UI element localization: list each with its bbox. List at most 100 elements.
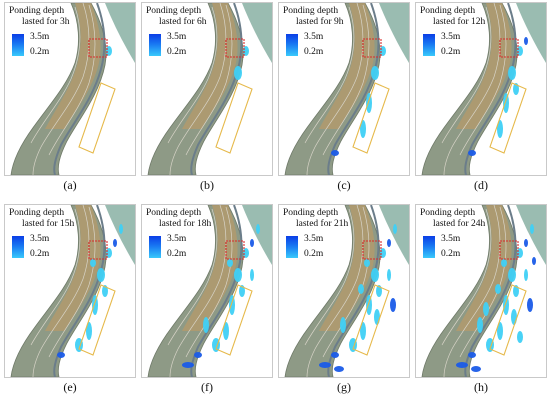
ponding-patch-7 — [194, 352, 202, 358]
legend-duration: lasted for 12h — [433, 17, 486, 27]
highlight-box-yellow — [489, 284, 527, 356]
ponding-patch-2 — [371, 66, 379, 80]
highlight-box-yellow — [215, 284, 253, 356]
ponding-patch-8 — [393, 224, 397, 234]
legend-max-value: 3.5m — [304, 32, 324, 42]
river-channel — [464, 205, 517, 377]
vegetation-area — [379, 3, 409, 63]
map-panel-e: Ponding depth lasted for 15h 3.5m 0.2m (… — [0, 202, 136, 402]
road-line-2 — [441, 6, 492, 144]
road-line-3 — [48, 4, 96, 156]
highlight-box-red — [499, 38, 519, 58]
ponding-patch-12 — [387, 269, 391, 281]
legend-color-bar — [12, 34, 24, 56]
built-up-area — [319, 205, 375, 331]
built-up-area — [456, 3, 512, 129]
map-view — [415, 2, 547, 176]
ponding-patch-3 — [92, 295, 98, 315]
legend-title: Ponding depth — [146, 6, 202, 16]
road-line-3 — [459, 206, 507, 358]
highlight-box-red — [499, 240, 519, 260]
ponding-patch-3 — [366, 295, 372, 315]
ponding-patch-16 — [527, 298, 533, 312]
ponding-patch-13 — [182, 362, 194, 368]
ponding-patch-15 — [358, 284, 364, 294]
highlight-box-yellow — [215, 82, 253, 154]
legend-max-value: 3.5m — [30, 234, 50, 244]
legend-max-value: 3.5m — [167, 32, 187, 42]
ponding-patch-9 — [501, 259, 507, 267]
ponding-patch-4 — [497, 120, 503, 138]
panel-caption: (f) — [201, 380, 213, 394]
map-view — [141, 204, 273, 378]
ponding-patch-2 — [508, 66, 516, 80]
map-panel-d: Ponding depth lasted for 12h 3.5m 0.2m (… — [411, 0, 547, 200]
built-up-area — [182, 205, 238, 331]
map-legend: Ponding depth lasted for 3h 3.5m 0.2m — [6, 4, 70, 62]
ponding-patch-4 — [497, 322, 503, 340]
ponding-patch-8 — [530, 224, 534, 234]
road-line-2 — [167, 6, 218, 144]
ponding-patch-19 — [483, 302, 489, 316]
ponding-patch-9 — [90, 259, 96, 267]
ponding-patch-8 — [256, 224, 260, 234]
map-view — [141, 2, 273, 176]
ponding-patch-2 — [234, 268, 242, 282]
highlight-box-yellow — [352, 82, 390, 154]
map-panel-c: Ponding depth lasted for 9h 3.5m 0.2m (c… — [274, 0, 410, 200]
map-legend: Ponding depth lasted for 6h 3.5m 0.2m — [143, 4, 207, 62]
road-line-2 — [304, 208, 355, 346]
road-line-2 — [30, 208, 81, 346]
legend-title: Ponding depth — [9, 6, 65, 16]
legend-min-value: 0.2m — [30, 47, 50, 57]
legend-min-value: 0.2m — [167, 47, 187, 57]
ponding-patch-12 — [250, 269, 254, 281]
panel-caption: (d) — [474, 178, 488, 192]
vegetation-area — [516, 3, 546, 63]
legend-title: Ponding depth — [9, 208, 65, 218]
ponding-patch-4 — [360, 120, 366, 138]
ponding-patch-2 — [508, 268, 516, 282]
road-line-2 — [167, 208, 218, 346]
ponding-patch-17 — [334, 366, 344, 372]
panel-caption: (g) — [337, 380, 351, 394]
vegetation-area — [242, 205, 272, 265]
map-legend: Ponding depth lasted for 24h 3.5m 0.2m — [417, 206, 485, 264]
legend-color-bar — [286, 34, 298, 56]
highlight-box-red — [362, 38, 382, 58]
legend-color-bar — [423, 236, 435, 258]
road-line-3 — [48, 206, 96, 358]
river-channel — [190, 3, 243, 175]
map-legend: Ponding depth lasted for 18h 3.5m 0.2m — [143, 206, 211, 264]
road-line-3 — [322, 4, 370, 156]
river-channel — [53, 205, 106, 377]
legend-duration: lasted for 3h — [22, 17, 70, 27]
legend-min-value: 0.2m — [304, 249, 324, 259]
ponding-patch-7 — [331, 150, 339, 156]
legend-min-value: 0.2m — [304, 47, 324, 57]
legend-max-value: 3.5m — [304, 234, 324, 244]
ponding-patch-3 — [229, 295, 235, 315]
map-panel-h: Ponding depth lasted for 24h 3.5m 0.2m (… — [411, 202, 547, 402]
legend-min-value: 0.2m — [30, 249, 50, 259]
legend-color-bar — [423, 34, 435, 56]
road-line-3 — [185, 206, 233, 358]
ponding-patch-5 — [524, 239, 528, 247]
ponding-patch-7 — [468, 150, 476, 156]
ponding-patch-3 — [366, 93, 372, 113]
panel-caption: (b) — [200, 178, 214, 192]
vegetation-area — [105, 3, 135, 63]
ponding-patch-12 — [524, 269, 528, 281]
ponding-patch-14 — [511, 309, 517, 325]
map-legend: Ponding depth lasted for 21h 3.5m 0.2m — [280, 206, 348, 264]
ponding-patch-4 — [360, 322, 366, 340]
ponding-patch-4 — [86, 322, 92, 340]
ponding-patch-18 — [517, 331, 523, 343]
legend-color-bar — [149, 34, 161, 56]
highlight-box-red — [88, 38, 108, 58]
panel-caption: (c) — [337, 178, 351, 192]
ponding-patch-20 — [532, 257, 536, 265]
ponding-patch-6 — [376, 285, 382, 297]
ponding-patch-5 — [387, 239, 391, 247]
